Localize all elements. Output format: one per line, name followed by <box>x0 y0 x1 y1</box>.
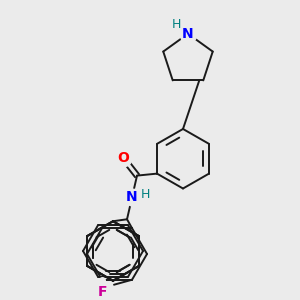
Text: H: H <box>171 18 181 31</box>
Text: N: N <box>182 27 194 41</box>
Text: H: H <box>140 188 150 201</box>
Text: O: O <box>117 151 129 165</box>
Text: N: N <box>126 190 138 204</box>
Text: F: F <box>97 285 107 299</box>
